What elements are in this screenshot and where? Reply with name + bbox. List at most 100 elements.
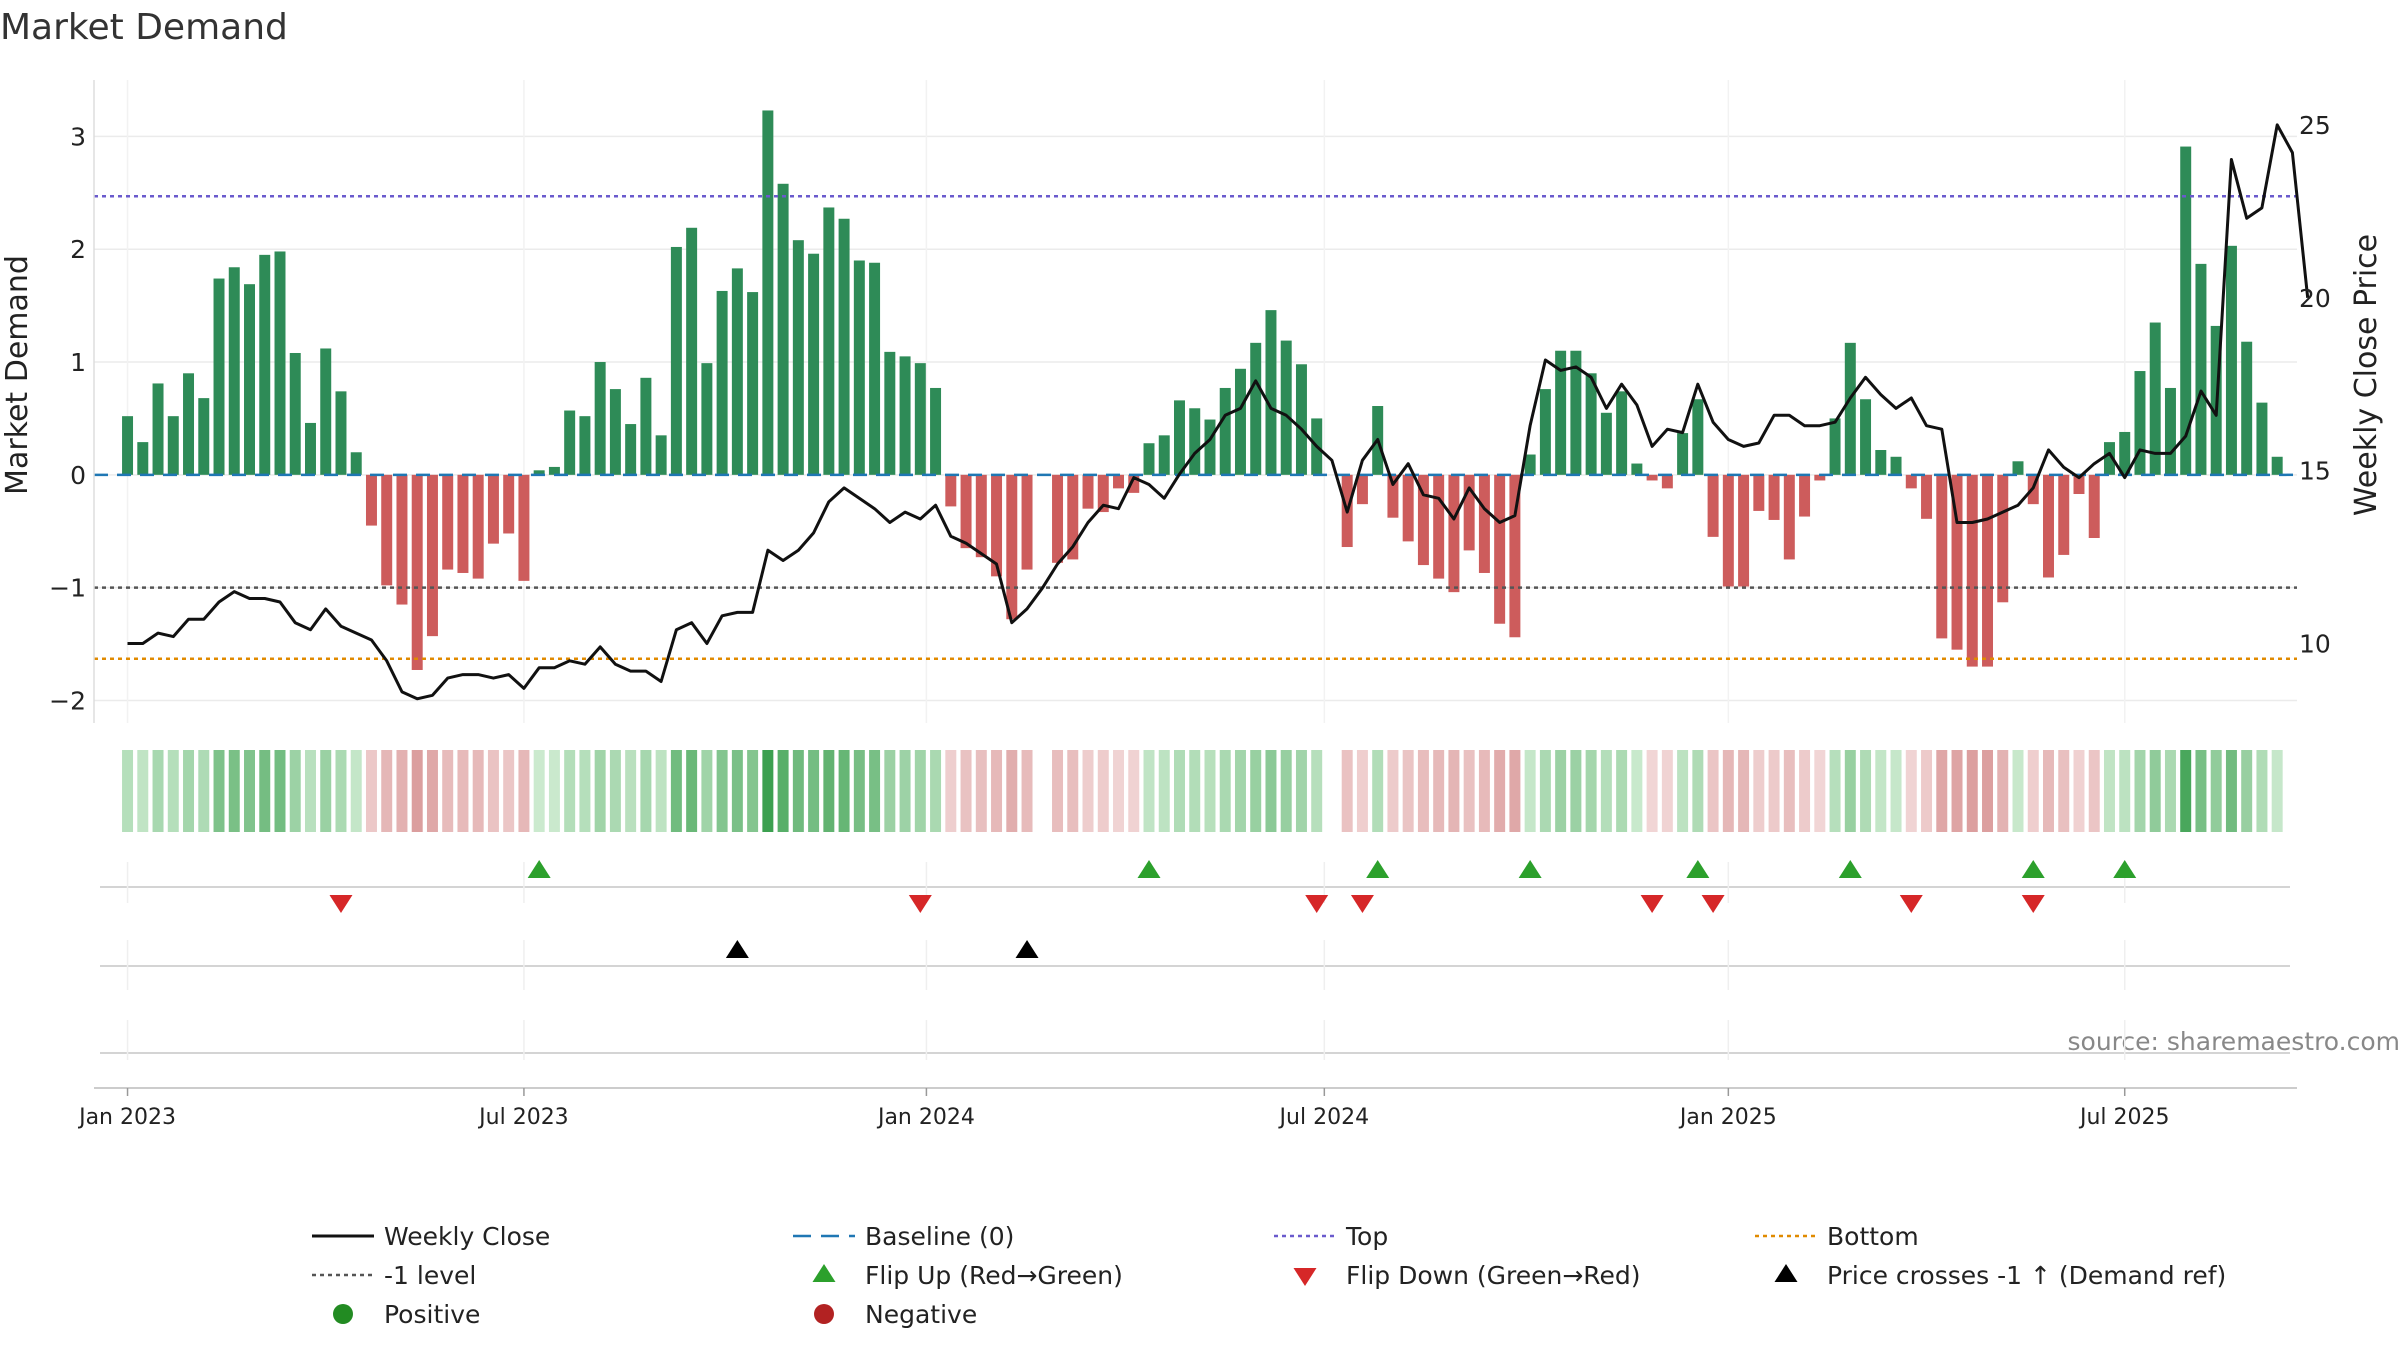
legend-label: Bottom [1827, 1222, 1919, 1251]
strip-cell [1585, 750, 1597, 832]
strip-cell [1387, 750, 1399, 832]
x-tick-label: Jan 2023 [77, 1105, 176, 1130]
strip-cell [1006, 750, 1018, 832]
strip-cell [1052, 750, 1064, 832]
strip-cell [1921, 750, 1933, 832]
flip-up-marker [1366, 860, 1390, 878]
strip-cell [1890, 750, 1902, 832]
strip-cell [2180, 750, 2192, 832]
strip-cell [2164, 750, 2176, 832]
demand-bar [381, 474, 393, 586]
strip-cell [472, 750, 484, 832]
demand-bar [350, 452, 362, 475]
legend-item: -1 level [312, 1261, 476, 1290]
demand-bar [442, 474, 454, 570]
strip-cell [1417, 750, 1429, 832]
demand-bar [2271, 456, 2283, 475]
demand-bar [2088, 474, 2100, 538]
demand-bar [1844, 342, 1856, 475]
demand-bar [1082, 474, 1094, 509]
strip-cell [1143, 750, 1155, 832]
demand-bar [1738, 474, 1750, 587]
strip-cell [960, 750, 972, 832]
demand-bar [975, 474, 987, 558]
strip-cell [731, 750, 743, 832]
strip-cell [1753, 750, 1765, 832]
demand-bar [945, 474, 957, 507]
strip-cell [2256, 750, 2268, 832]
y2-tick-label: 20 [2299, 284, 2331, 313]
legend-swatch [814, 1304, 834, 1324]
demand-bar [1158, 435, 1170, 475]
demand-bar [426, 474, 438, 637]
demand-bar [1265, 310, 1277, 475]
demand-bar [259, 254, 271, 475]
demand-bar [183, 373, 195, 475]
strip-cell [548, 750, 560, 832]
x-tick-label: Jul 2023 [477, 1105, 569, 1130]
demand-bar [305, 422, 316, 475]
strip-cell [1250, 750, 1262, 832]
strip-cell [1372, 750, 1384, 832]
strip-cell [1295, 750, 1307, 832]
strip-cell [2119, 750, 2131, 832]
strip-cell [1311, 750, 1323, 832]
strip-cell [1539, 750, 1551, 832]
flip-down-marker [1899, 895, 1923, 913]
strip-cell [930, 750, 942, 832]
flip-up-marker [1686, 860, 1710, 878]
legend-swatch [1293, 1268, 1317, 1286]
bars-layer [122, 110, 2283, 670]
legend-item: Baseline (0) [793, 1222, 1014, 1251]
price-layer [127, 123, 2310, 701]
strip-cell [1722, 750, 1734, 832]
demand-bar [808, 253, 820, 475]
flip-down-marker [329, 895, 353, 913]
demand-bar [884, 351, 896, 475]
strip-cell [1616, 750, 1628, 832]
legend-label: Baseline (0) [865, 1222, 1014, 1251]
strip-cell [1494, 750, 1506, 832]
strip-cell [1738, 750, 1750, 832]
strip-cell [2043, 750, 2054, 832]
flip-down-marker [1640, 895, 1664, 913]
demand-bar [1524, 454, 1536, 475]
strip-cell [1021, 750, 1033, 832]
strip-cell [1463, 750, 1475, 832]
flip-up-marker [1137, 860, 1161, 878]
demand-bar [594, 362, 606, 475]
demand-bar [1753, 474, 1765, 511]
strip-cell [1128, 750, 1140, 832]
strip-cell [686, 750, 698, 832]
demand-bar [1982, 474, 1994, 667]
demand-bar [1631, 463, 1643, 475]
strip-cell [1265, 750, 1277, 832]
x-tick-label: Jul 2025 [2078, 1105, 2170, 1130]
flip-down-marker [1350, 895, 1374, 913]
demand-bar [899, 356, 911, 475]
strip-cell [701, 750, 713, 832]
x-tick-label: Jul 2024 [1278, 1105, 1370, 1130]
flip-down-marker [2021, 895, 2045, 913]
demand-bar [1219, 387, 1231, 475]
demand-bar [1295, 364, 1307, 475]
demand-bar [1692, 399, 1704, 475]
demand-bar [1509, 474, 1521, 638]
strip-cell [1082, 750, 1094, 832]
demand-bar [503, 474, 515, 534]
demand-bar [2103, 442, 2115, 475]
demand-bar [2241, 341, 2253, 475]
strip-cell [2149, 750, 2161, 832]
strip-cell [1997, 750, 2009, 832]
strip-cell [609, 750, 621, 832]
demand-bar [1768, 474, 1780, 520]
legend-swatch [1774, 1264, 1798, 1282]
demand-bar [1234, 368, 1246, 475]
demand-bar [2180, 146, 2192, 475]
demand-bar [1585, 373, 1597, 475]
demand-bar [1890, 456, 1902, 475]
strip-cell [2073, 750, 2085, 832]
demand-bar [1006, 474, 1018, 620]
